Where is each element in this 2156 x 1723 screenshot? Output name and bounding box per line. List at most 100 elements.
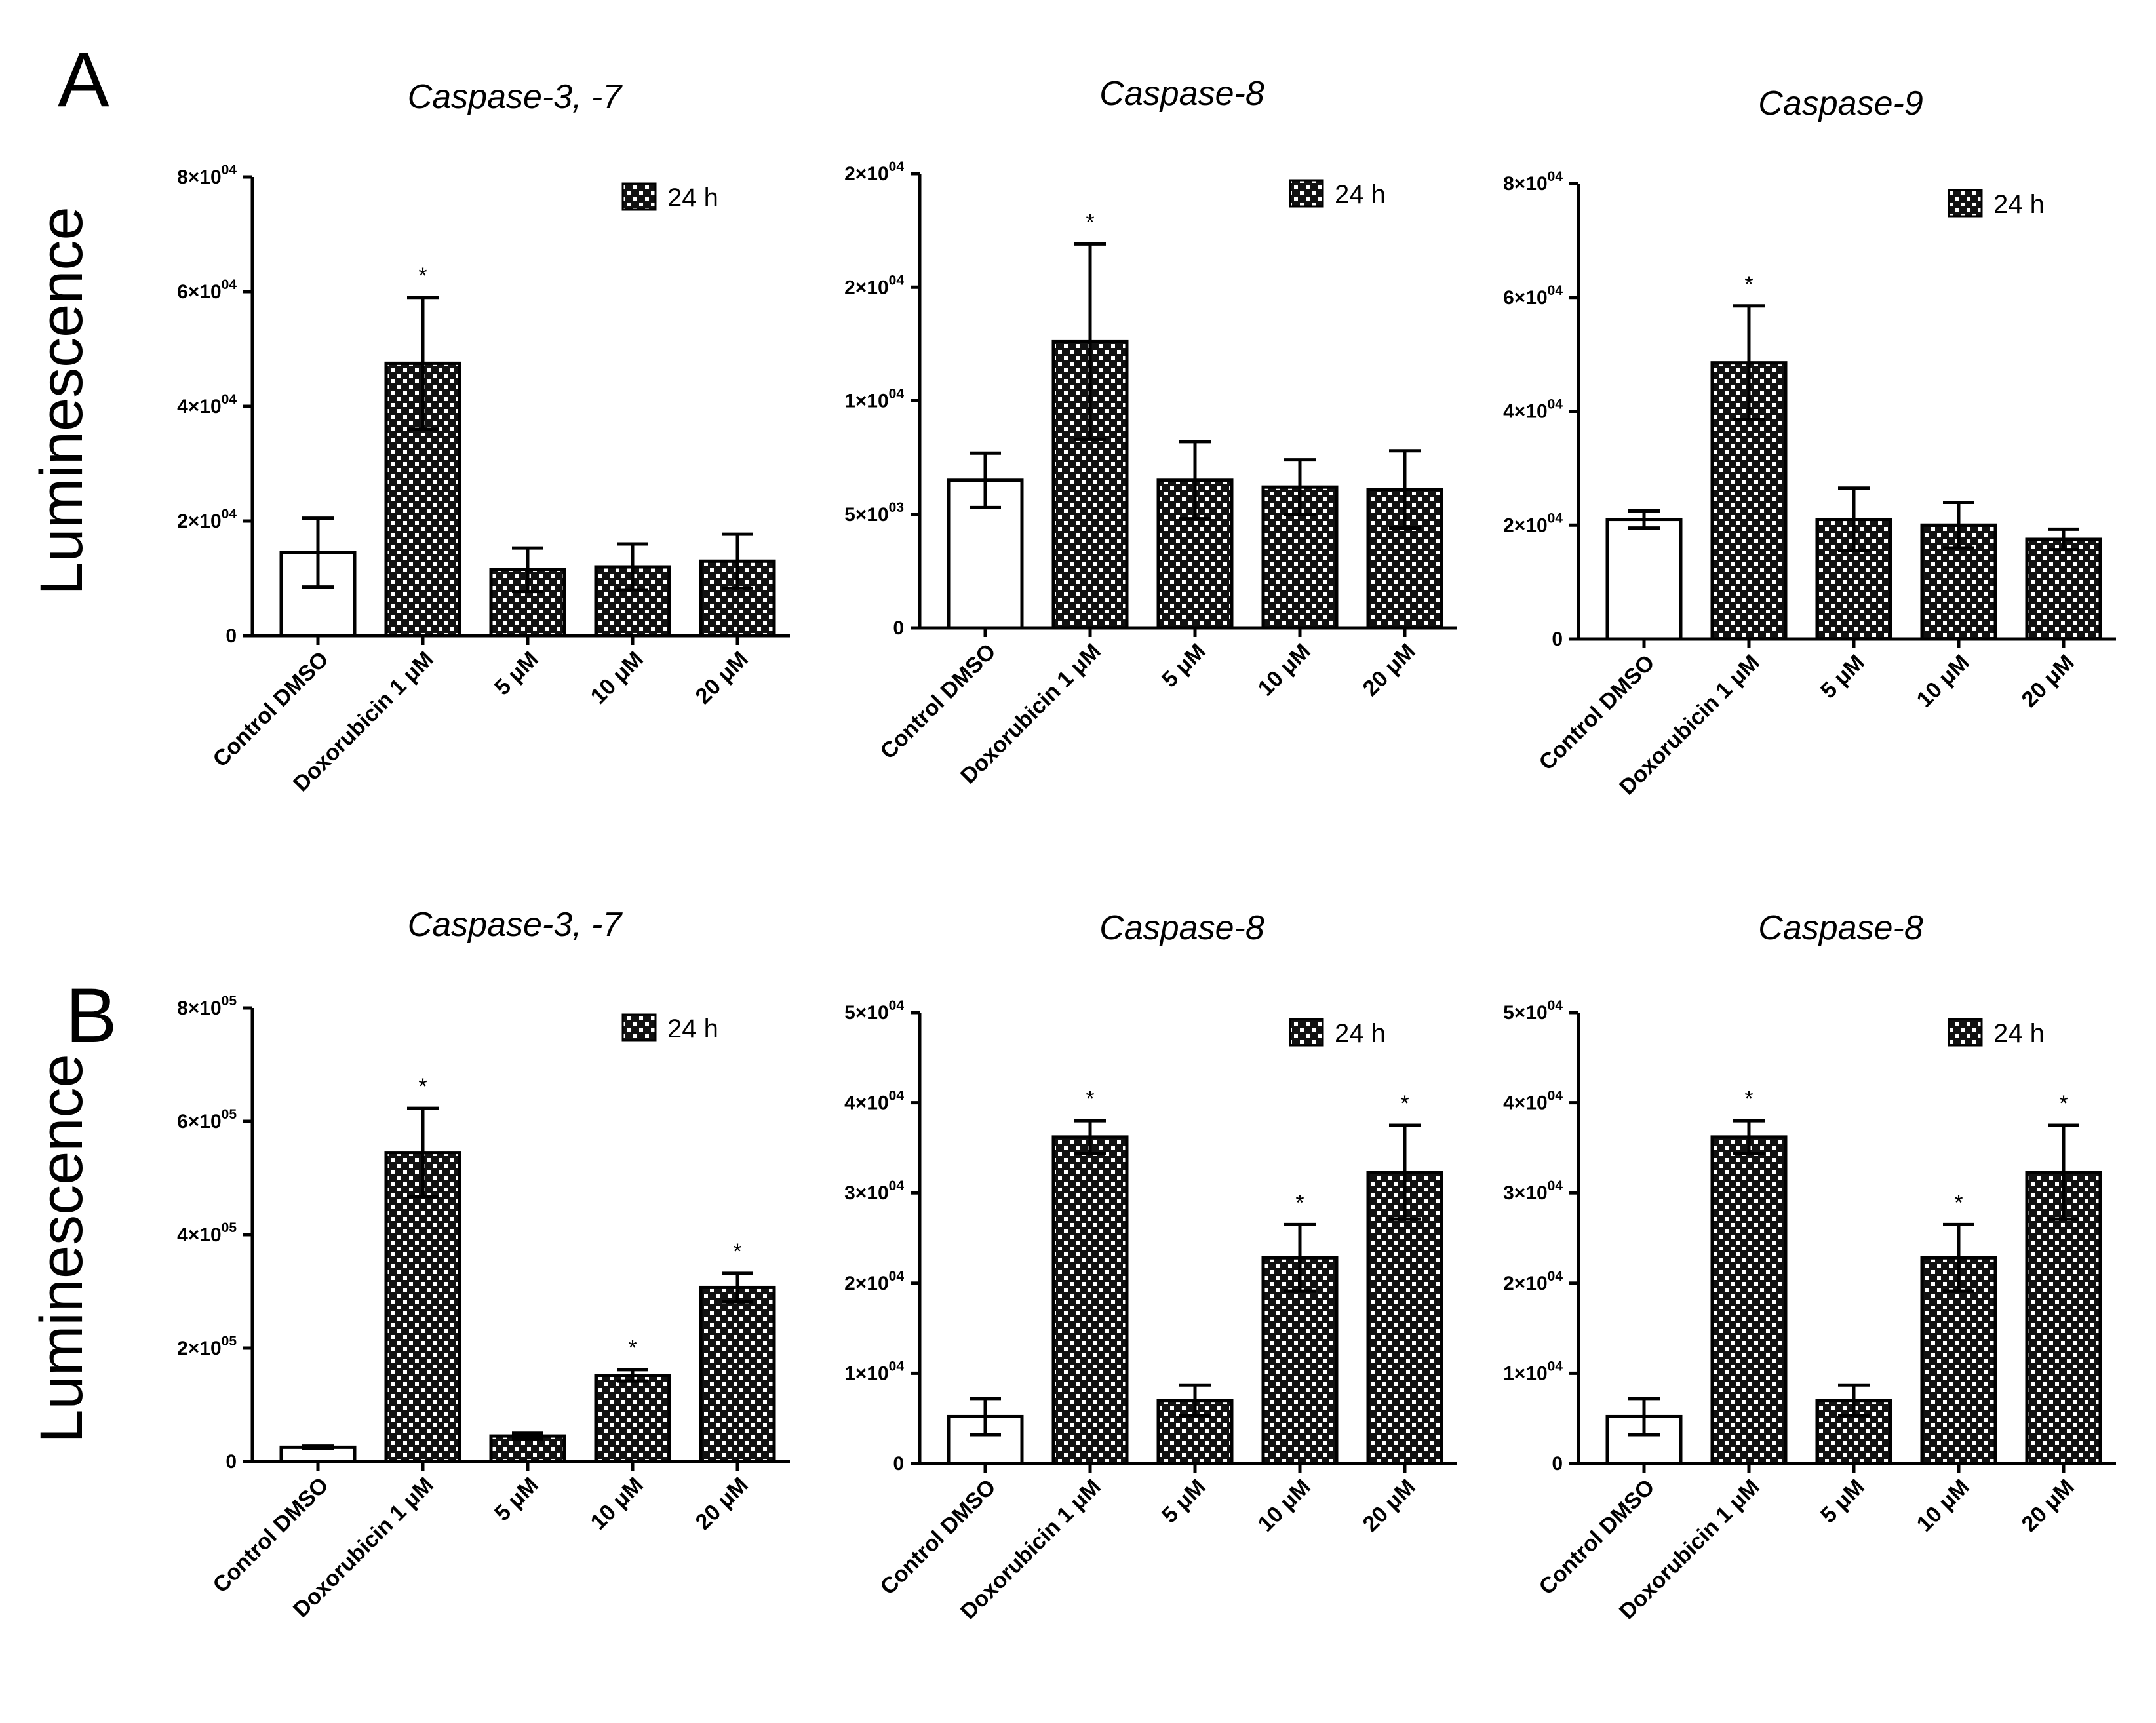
y-tick-label: 2×1004: [1503, 1269, 1563, 1294]
y-tick-label: 2×1004: [1503, 511, 1563, 536]
x-category-label: 5 μM: [490, 1473, 543, 1526]
chart-title: Caspase-9: [1758, 85, 1923, 123]
chart-title: Caspase-8: [1758, 909, 1923, 947]
y-tick-label: 5×1004: [844, 998, 904, 1024]
x-category-label: 5 μM: [1157, 1475, 1211, 1528]
x-category-label: 10 μM: [1912, 650, 1974, 712]
x-category-label: 20 μM: [1358, 1475, 1421, 1537]
y-tick-label: 4×1005: [177, 1220, 237, 1246]
significance-star: *: [2059, 1091, 2068, 1116]
y-tick-label: 0: [1552, 629, 1563, 650]
x-category-label: 10 μM: [586, 647, 648, 709]
x-category-label: 20 μM: [1358, 639, 1421, 701]
y-tick-label: 2×1004: [844, 159, 904, 185]
chart-2: Caspase-805×10031×10042×10042×1004Contro…: [844, 75, 1457, 788]
y-tick-label: 0: [893, 1453, 904, 1475]
y-tick-label: 2×1004: [844, 273, 904, 298]
chart-title: Caspase-3, -7: [408, 906, 623, 944]
bar-2: [1051, 1135, 1129, 1465]
bar-1: [1605, 518, 1683, 641]
bar-4: [594, 1374, 671, 1463]
chart-title: Caspase-3, -7: [408, 78, 623, 116]
x-category-label: 5 μM: [1157, 639, 1211, 693]
y-tick-label: 1×1004: [1503, 1359, 1563, 1384]
panel-b-y-axis-label: Luminescence: [28, 1054, 95, 1442]
significance-star: *: [733, 1239, 741, 1264]
significance-star: *: [1400, 1091, 1409, 1116]
legend-label: 24 h: [667, 1015, 718, 1043]
significance-star: *: [1086, 1087, 1094, 1112]
chart-title: Caspase-8: [1099, 909, 1264, 947]
y-tick-label: 8×1004: [177, 163, 237, 188]
significance-star: *: [1086, 210, 1094, 235]
y-tick-label: 8×1004: [1503, 169, 1563, 195]
y-tick-label: 5×1004: [1503, 998, 1563, 1024]
x-category-label: 20 μM: [691, 647, 753, 709]
y-tick-label: 1×1004: [844, 1359, 904, 1384]
legend-swatch: [1289, 1018, 1324, 1047]
bar-4: [1261, 485, 1339, 630]
x-category-label: 5 μM: [1816, 1475, 1870, 1528]
x-category-label: 5 μM: [1816, 650, 1870, 704]
y-tick-label: 4×1004: [1503, 397, 1563, 423]
bar-2: [1710, 1135, 1788, 1465]
legend-swatch: [621, 1013, 657, 1042]
x-category-label: 10 μM: [1253, 1475, 1316, 1537]
panel-letter-b: B: [66, 973, 117, 1059]
y-tick-label: 6×1004: [1503, 283, 1563, 309]
significance-star: *: [418, 1074, 427, 1099]
y-tick-label: 3×1004: [1503, 1178, 1563, 1204]
bar-3: [1156, 478, 1234, 630]
x-category-label: 10 μM: [1253, 639, 1316, 701]
significance-star: *: [418, 263, 427, 288]
significance-star: *: [628, 1336, 637, 1361]
y-tick-label: 2×1005: [177, 1334, 237, 1359]
significance-star: *: [1744, 1087, 1753, 1112]
bar-5: [1366, 1171, 1443, 1465]
bar-5: [2025, 1171, 2102, 1465]
legend-swatch: [621, 182, 657, 211]
legend-label: 24 h: [1335, 180, 1386, 209]
y-tick-label: 4×1004: [844, 1089, 904, 1114]
y-tick-label: 6×1005: [177, 1107, 237, 1133]
y-tick-label: 3×1004: [844, 1178, 904, 1204]
chart-5: Caspase-8 0 1×1004 2×1004 3×1004 4×1004 5×1004…: [844, 909, 1457, 1624]
significance-star: *: [1954, 1190, 1963, 1215]
y-tick-label: 1×1004: [844, 387, 904, 412]
panel-a-y-axis-label: Luminescence: [28, 206, 95, 595]
y-tick-label: 5×1003: [844, 500, 904, 526]
legend-swatch: [1289, 179, 1324, 208]
y-tick-label: 2×1004: [177, 507, 237, 532]
y-tick-label: 4×1004: [1503, 1089, 1563, 1114]
significance-star: *: [1295, 1190, 1304, 1215]
chart-1: Caspase-3, -702×10044×10046×10048×1004Co…: [177, 78, 790, 796]
panel-letter-a: A: [58, 37, 109, 123]
chart-4: Caspase-3, -702×10054×10056×10058×1005Co…: [177, 906, 790, 1622]
x-category-label: 20 μM: [691, 1473, 753, 1535]
legend-swatch: [1948, 189, 1983, 218]
chart-3: Caspase-902×10044×10046×10048×1004Contro…: [1503, 85, 2116, 800]
y-tick-label: 0: [225, 1451, 237, 1473]
chart-title: Caspase-8: [1099, 75, 1264, 113]
bar-5: [2025, 537, 2102, 641]
x-category-label: 10 μM: [586, 1473, 648, 1535]
bar-2: [384, 1151, 461, 1463]
y-tick-label: 2×1004: [844, 1269, 904, 1294]
y-tick-label: 4×1004: [177, 392, 237, 417]
x-category-label: 5 μM: [490, 647, 543, 701]
y-tick-label: 0: [225, 625, 237, 647]
legend-label: 24 h: [1335, 1019, 1386, 1048]
legend-swatch: [1948, 1018, 1983, 1047]
charts-group: Caspase-3, -702×10044×10046×10048×1004Co…: [177, 75, 2116, 1624]
significance-star: *: [1744, 272, 1753, 297]
bar-5: [699, 1285, 776, 1463]
x-category-label: 10 μM: [1912, 1475, 1974, 1537]
chart-6: Caspase-8 0 1×1004 2×1004 3×1004 4×1004 5×1004…: [1503, 909, 2116, 1624]
legend-label: 24 h: [667, 184, 718, 212]
y-tick-label: 8×1005: [177, 994, 237, 1019]
legend-label: 24 h: [1993, 1019, 2045, 1048]
y-tick-label: 6×1004: [177, 277, 237, 303]
x-category-label: 20 μM: [2017, 650, 2079, 712]
x-category-label: 20 μM: [2017, 1475, 2079, 1537]
